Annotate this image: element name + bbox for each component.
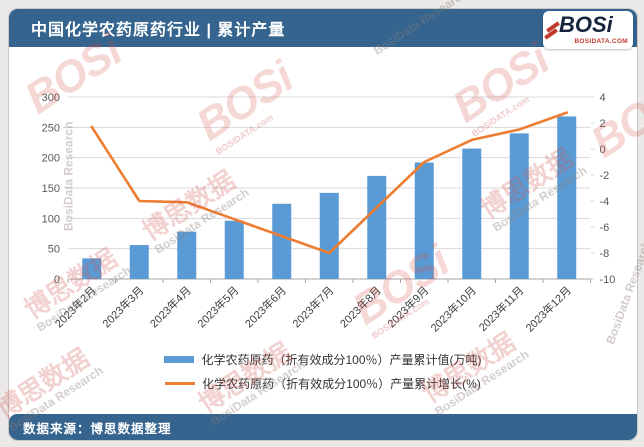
svg-text:2023年11月: 2023年11月 — [476, 283, 527, 334]
legend-label-line: 化学农药原药（折有效成分100％）产量累计增长(%) — [202, 377, 481, 391]
logo-domain-text: BOSIDATA.COM — [574, 38, 628, 45]
svg-text:2023年9月: 2023年9月 — [384, 283, 431, 330]
chart-legend: 化学农药原药（折有效成分100％）产量累计值(万吨) 化学农药原药（折有效成分1… — [9, 351, 637, 392]
chart-card: 中国化学农药原药行业 | 累计产量 BOSi BOSIDATA.COM 0 50 1… — [8, 8, 638, 441]
legend-swatch-bar-icon — [164, 356, 195, 363]
svg-text:-8: -8 — [600, 248, 610, 260]
svg-text:2023年3月: 2023年3月 — [99, 283, 146, 330]
svg-text:150: 150 — [42, 183, 60, 195]
svg-text:-4: -4 — [600, 196, 610, 208]
svg-text:-10: -10 — [600, 274, 616, 286]
legend-item-bars: 化学农药原药（折有效成分100％）产量累计值(万吨) — [164, 351, 482, 368]
svg-text:-6: -6 — [600, 222, 610, 234]
page-title: 中国化学农药原药行业 | 累计产量 — [31, 22, 286, 39]
footer-bar: 数据来源：博思数据整理 — [9, 414, 637, 440]
svg-text:2023年7月: 2023年7月 — [289, 283, 336, 330]
bosi-logo: BOSi BOSIDATA.COM — [543, 11, 633, 49]
svg-text:2023年2月: 2023年2月 — [52, 283, 99, 330]
svg-text:2: 2 — [600, 118, 606, 130]
legend-label-bars: 化学农药原药（折有效成分100％）产量累计值(万吨) — [201, 353, 482, 367]
svg-text:-2: -2 — [600, 170, 610, 182]
svg-text:50: 50 — [48, 244, 60, 256]
svg-text:2023年5月: 2023年5月 — [194, 283, 241, 330]
svg-text:0: 0 — [54, 274, 60, 286]
svg-text:100: 100 — [42, 213, 60, 225]
chart-area: 0 50 100 150 200 250 300 -10 -8 -6 -4 -2 0 2 4 2023年2月 2… — [9, 47, 639, 349]
svg-text:2023年6月: 2023年6月 — [242, 283, 289, 330]
legend-swatch-line-icon — [165, 382, 196, 385]
svg-text:2023年8月: 2023年8月 — [337, 283, 384, 330]
svg-text:300: 300 — [42, 92, 60, 104]
svg-text:2023年12月: 2023年12月 — [522, 283, 573, 334]
svg-text:2023年4月: 2023年4月 — [147, 283, 194, 330]
logo-brand-text: BOSi — [559, 12, 613, 37]
svg-text:250: 250 — [42, 122, 60, 134]
legend-item-line: 化学农药原药（折有效成分100％）产量累计增长(%) — [165, 375, 481, 392]
svg-text:0: 0 — [600, 144, 606, 156]
svg-text:4: 4 — [600, 92, 606, 104]
data-source-text: 数据来源：博思数据整理 — [23, 421, 172, 436]
svg-text:200: 200 — [42, 153, 60, 165]
svg-text:2023年10月: 2023年10月 — [427, 283, 478, 334]
header-bar: 中国化学农药原药行业 | 累计产量 BOSi BOSIDATA.COM — [9, 9, 637, 49]
